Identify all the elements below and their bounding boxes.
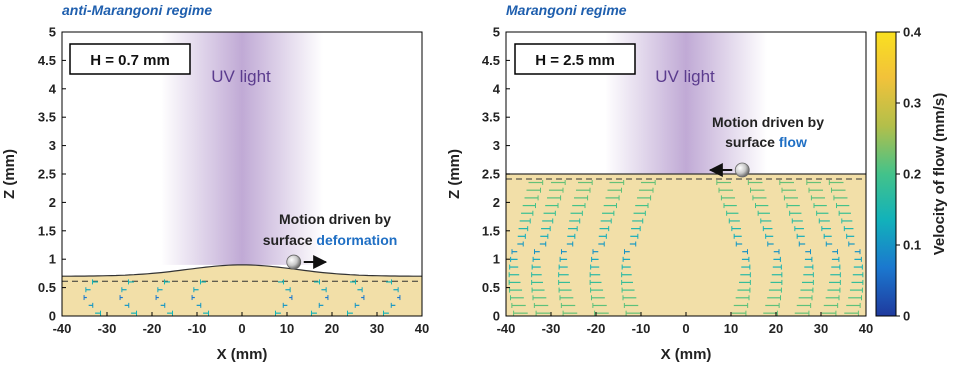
uv-label: UV light — [211, 67, 271, 86]
x-tick-label: 30 — [370, 321, 384, 336]
height-box — [69, 43, 191, 75]
x-tick-label: -10 — [632, 321, 651, 336]
y-tick-label: 4.5 — [38, 53, 56, 68]
liquid-layer — [62, 264, 422, 316]
y-tick-label: 1 — [493, 252, 500, 267]
colorbar-tick-label: 0.2 — [903, 167, 921, 182]
panel-title: Marangoni regime — [506, 2, 627, 18]
y-tick-label: 4 — [493, 81, 501, 96]
left-panel-anti-marangoni: anti-Marangoni regime -40 -30 -20 -10 0 10 20 3… — [1, 2, 429, 363]
y-tick-label: 1 — [49, 252, 56, 267]
plot-area — [62, 32, 422, 316]
annotation-highlight: flow — [779, 134, 807, 150]
colorbar-tick-label: 0.4 — [903, 25, 922, 40]
annotation-prefix: surface — [725, 134, 779, 150]
annotation-line-1: Motion driven by — [712, 114, 824, 130]
y-tick-label: 4.5 — [482, 53, 500, 68]
y-tick-label: 2 — [49, 195, 56, 210]
x-tick-label: 10 — [280, 321, 294, 336]
y-tick-label: 0.5 — [38, 280, 56, 295]
y-tick-label: 4 — [49, 81, 57, 96]
x-tick-label: -10 — [188, 321, 207, 336]
y-tick-label: 3.5 — [482, 110, 500, 125]
annotation-highlight: deformation — [316, 232, 397, 248]
y-tick-label: 0 — [493, 309, 500, 324]
y-tick-label: 5 — [493, 25, 500, 40]
y-tick-label: 2 — [493, 195, 500, 210]
annotation-line-1: Motion driven by — [279, 211, 391, 227]
liquid-surface — [62, 264, 422, 277]
y-tick-label: 1.5 — [38, 223, 56, 238]
y-tick-label: 5 — [49, 25, 56, 40]
x-tick-label: -40 — [497, 321, 516, 336]
x-tick-label: 40 — [859, 321, 873, 336]
x-axis-label: X (mm) — [217, 346, 268, 363]
x-tick-label: -40 — [53, 321, 72, 336]
axis-ticks: -40 -30 -20 -10 0 10 20 30 40 0 0.5 1 1.5 2 2.5 3 3.5 4 4.… — [38, 25, 429, 337]
annotation-line-2: surface flow — [725, 134, 807, 150]
x-tick-label: 10 — [724, 321, 738, 336]
height-label: H = 0.7 mm — [90, 52, 170, 69]
right-panel-marangoni: Marangoni regime -40 -30 -20 -10 0 10 20 30 40 0 0… — [446, 2, 873, 363]
colorbar: 0 0.1 0.2 0.3 0.4 Velocity of flow (mm/s) — [875, 25, 948, 324]
y-tick-label: 3 — [493, 138, 500, 153]
particle — [734, 162, 750, 178]
liquid-layer — [506, 174, 866, 316]
y-tick-label: 0.5 — [482, 280, 500, 295]
uv-label: UV light — [655, 67, 715, 86]
particle — [286, 254, 302, 270]
x-tick-label: 0 — [238, 321, 245, 336]
y-axis-label: Z (mm) — [1, 149, 18, 199]
colorbar-label: Velocity of flow (mm/s) — [931, 93, 948, 256]
y-tick-label: 2.5 — [38, 167, 56, 182]
y-tick-label: 0 — [49, 309, 56, 324]
height-box — [514, 43, 636, 75]
colorbar-tick-label: 0.3 — [903, 96, 921, 111]
x-tick-label: -20 — [587, 321, 606, 336]
y-axis-label: Z (mm) — [446, 149, 463, 199]
x-tick-label: 20 — [769, 321, 783, 336]
y-tick-label: 2.5 — [482, 167, 500, 182]
annotation-line-2: surface deformation — [263, 232, 398, 248]
colorbar-ticks: 0 0.1 0.2 0.3 0.4 — [896, 25, 922, 324]
x-axis-label: X (mm) — [661, 346, 712, 363]
x-tick-label: 20 — [325, 321, 339, 336]
x-tick-label: -30 — [542, 321, 561, 336]
height-label: H = 2.5 mm — [535, 52, 615, 69]
x-tick-label: 0 — [682, 321, 689, 336]
annotation-prefix: surface — [263, 232, 317, 248]
y-tick-label: 3 — [49, 138, 56, 153]
colorbar-gradient — [875, 31, 897, 317]
x-tick-label: -30 — [98, 321, 117, 336]
x-tick-label: 40 — [415, 321, 429, 336]
y-tick-label: 3.5 — [38, 110, 56, 125]
colorbar-tick-label: 0 — [903, 309, 910, 324]
colorbar-tick-label: 0.1 — [903, 238, 921, 253]
x-tick-label: -20 — [143, 321, 162, 336]
axis-ticks: -40 -30 -20 -10 0 10 20 30 40 0 0.5 1 1.5 2 2.5 3 3.5 4 4.… — [482, 25, 873, 337]
y-tick-label: 1.5 — [482, 223, 500, 238]
x-tick-label: 30 — [814, 321, 828, 336]
panel-title: anti-Marangoni regime — [62, 2, 212, 18]
